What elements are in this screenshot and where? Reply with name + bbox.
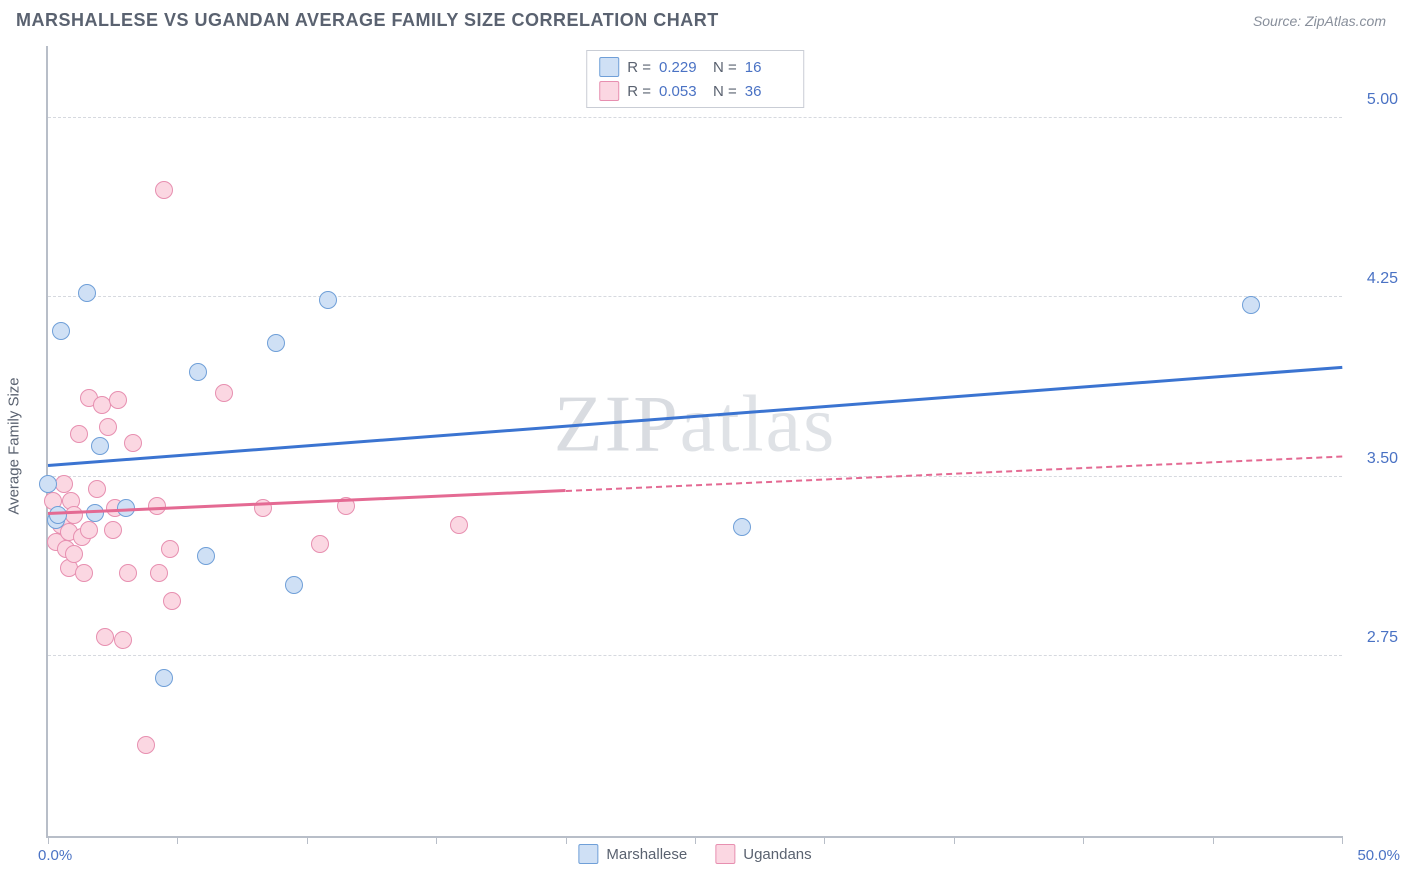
legend: Marshallese Ugandans (578, 844, 811, 864)
data-point (155, 669, 173, 687)
x-tick (824, 836, 825, 844)
data-point (78, 284, 96, 302)
data-point (114, 631, 132, 649)
data-point (285, 576, 303, 594)
data-point (197, 547, 215, 565)
data-point (148, 497, 166, 515)
legend-swatch (599, 57, 619, 77)
x-tick (1213, 836, 1214, 844)
data-point (49, 506, 67, 524)
data-point (319, 291, 337, 309)
chart-source: Source: ZipAtlas.com (1253, 13, 1386, 29)
correlation-stats-box: R = 0.229N = 16R = 0.053N = 36 (586, 50, 804, 108)
x-axis-max: 50.0% (1357, 847, 1400, 864)
data-point (733, 518, 751, 536)
chart-title: MARSHALLESE VS UGANDAN AVERAGE FAMILY SI… (16, 10, 719, 31)
gridline (48, 476, 1342, 477)
data-point (91, 437, 109, 455)
data-point (119, 564, 137, 582)
x-tick (307, 836, 308, 844)
data-point (163, 592, 181, 610)
data-point (52, 322, 70, 340)
trend-line (566, 456, 1342, 492)
data-point (55, 475, 73, 493)
x-tick (695, 836, 696, 844)
x-axis-min: 0.0% (38, 847, 72, 864)
x-tick (177, 836, 178, 844)
legend-label: Ugandans (743, 846, 811, 863)
x-tick (48, 836, 49, 844)
x-tick (1083, 836, 1084, 844)
data-point (75, 564, 93, 582)
data-point (450, 516, 468, 534)
legend-swatch (578, 844, 598, 864)
y-tick-label: 3.50 (1348, 450, 1398, 468)
data-point (155, 181, 173, 199)
data-point (189, 363, 207, 381)
gridline (48, 117, 1342, 118)
data-point (150, 564, 168, 582)
trend-line (48, 366, 1342, 467)
data-point (80, 521, 98, 539)
legend-item: Marshallese (578, 844, 687, 864)
legend-label: Marshallese (606, 846, 687, 863)
legend-swatch (715, 844, 735, 864)
data-point (311, 535, 329, 553)
stats-row: R = 0.229N = 16 (599, 55, 791, 79)
x-tick (1342, 836, 1343, 844)
y-tick-label: 4.25 (1348, 270, 1398, 288)
stats-row: R = 0.053N = 36 (599, 79, 791, 103)
data-point (124, 434, 142, 452)
x-tick (566, 836, 567, 844)
data-point (137, 736, 155, 754)
scatter-plot: ZIPatlas R = 0.229N = 16R = 0.053N = 36 … (46, 46, 1342, 838)
x-tick (436, 836, 437, 844)
y-axis-label: Average Family Size (6, 377, 23, 514)
data-point (65, 545, 83, 563)
data-point (99, 418, 117, 436)
data-point (96, 628, 114, 646)
y-tick-label: 5.00 (1348, 91, 1398, 109)
data-point (1242, 296, 1260, 314)
data-point (39, 475, 57, 493)
data-point (104, 521, 122, 539)
data-point (215, 384, 233, 402)
gridline (48, 296, 1342, 297)
data-point (70, 425, 88, 443)
data-point (161, 540, 179, 558)
legend-swatch (599, 81, 619, 101)
data-point (267, 334, 285, 352)
legend-item: Ugandans (715, 844, 811, 864)
data-point (65, 506, 83, 524)
gridline (48, 655, 1342, 656)
y-tick-label: 2.75 (1348, 629, 1398, 647)
data-point (88, 480, 106, 498)
x-tick (954, 836, 955, 844)
data-point (109, 391, 127, 409)
